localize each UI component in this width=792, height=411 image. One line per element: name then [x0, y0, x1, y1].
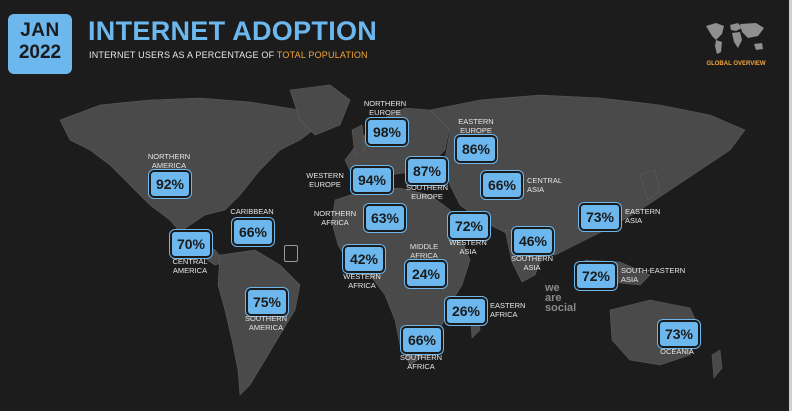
- label-middle-africa: MIDDLE AFRICA: [409, 242, 439, 260]
- label-western-europe: WESTERN EUROPE: [306, 171, 344, 189]
- pill-southern-africa: 66%: [401, 326, 443, 354]
- pill-central-america: 70%: [170, 230, 212, 258]
- brand-line-3: social: [545, 302, 577, 314]
- pill-western-africa: 42%: [343, 245, 385, 273]
- subtitle-highlight: TOTAL POPULATION: [276, 50, 368, 60]
- land-japan: [639, 169, 661, 201]
- brand-line-1: we: [545, 282, 560, 294]
- label-western-africa: WESTERN AFRICA: [343, 272, 381, 290]
- brand-line-2: are: [545, 292, 562, 304]
- pill-western-europe: 94%: [351, 166, 393, 194]
- page-title: INTERNET ADOPTION: [88, 16, 378, 46]
- pill-eastern-africa: 26%: [445, 297, 487, 325]
- date-month: JAN: [20, 20, 60, 41]
- ribbon-icon: [284, 245, 298, 262]
- label-caribbean: CARIBBEAN: [230, 207, 274, 216]
- pill-northern-america: 92%: [149, 170, 191, 198]
- pill-southern-europe: 87%: [406, 157, 448, 185]
- pill-south-eastern-asia: 72%: [575, 262, 617, 290]
- label-central-asia: CENTRAL ASIA: [527, 176, 563, 194]
- pill-western-asia: 72%: [448, 212, 490, 240]
- land-north-america: [59, 97, 321, 233]
- label-oceania: OCEANIA: [660, 347, 694, 356]
- label-southern-africa: SOUTHERN AFRICA: [399, 353, 443, 371]
- land-south-america: [217, 249, 301, 396]
- label-central-america: CENTRAL AMERICA: [172, 257, 208, 275]
- pill-oceania: 73%: [658, 320, 700, 348]
- date-year: 2022: [18, 42, 62, 63]
- pill-eastern-asia: 73%: [579, 203, 621, 231]
- date-badge: JAN 2022: [8, 14, 72, 74]
- label-northern-europe: NORTHERN EUROPE: [363, 99, 407, 117]
- label-eastern-africa: EASTERN AFRICA: [490, 301, 526, 319]
- land-uk: [351, 124, 366, 156]
- label-northern-africa: NORTHERN AFRICA: [313, 209, 357, 227]
- label-southern-europe: SOUTHERN EUROPE: [405, 183, 449, 201]
- pill-northern-europe: 98%: [366, 118, 408, 146]
- pill-central-asia: 66%: [481, 171, 523, 199]
- label-south-eastern-asia: SOUTH-EASTERN ASIA: [621, 266, 686, 284]
- globe-label: GLOBAL OVERVIEW: [706, 61, 766, 67]
- label-eastern-europe: EASTERN EUROPE: [458, 117, 494, 135]
- land-greenland: [289, 84, 351, 136]
- label-western-asia: WESTERN ASIA: [449, 238, 487, 256]
- pill-southern-america: 75%: [246, 288, 288, 316]
- pill-middle-africa: 24%: [405, 260, 447, 288]
- globe-overview-icon: [706, 23, 764, 54]
- label-eastern-asia: EASTERN ASIA: [625, 207, 661, 225]
- pill-eastern-europe: 86%: [455, 135, 497, 163]
- page-subtitle: INTERNET USERS AS A PERCENTAGE OF TOTAL …: [89, 50, 368, 60]
- right-edge-divider: [789, 0, 792, 411]
- pill-caribbean: 66%: [232, 218, 274, 246]
- label-southern-america: SOUTHERN AMERICA: [244, 314, 288, 332]
- label-northern-america: NORTHERN AMERICA: [147, 152, 191, 170]
- land-new-zealand: [711, 349, 723, 379]
- brand-logo: we are social: [545, 282, 577, 314]
- pill-southern-asia: 46%: [512, 227, 554, 255]
- subtitle-text: INTERNET USERS AS A PERCENTAGE OF: [89, 50, 277, 60]
- pill-northern-africa: 63%: [364, 204, 406, 232]
- land-australia: [609, 299, 701, 366]
- label-southern-asia: SOUTHERN ASIA: [510, 254, 554, 272]
